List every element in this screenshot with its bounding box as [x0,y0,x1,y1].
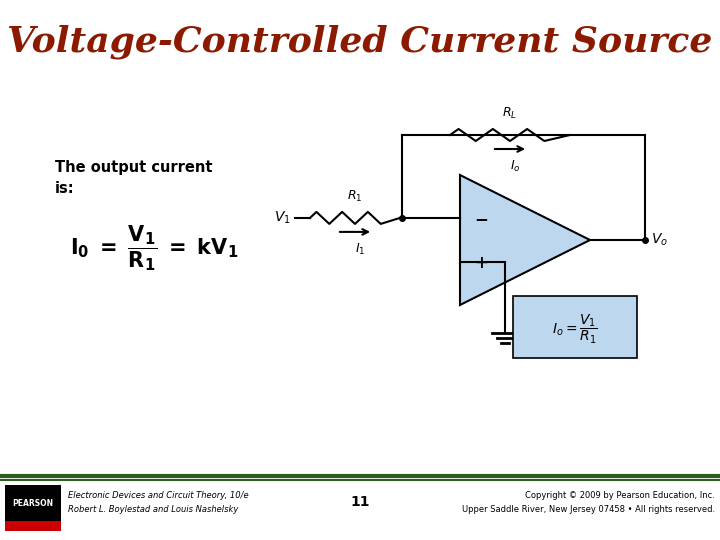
Text: $V_o$: $V_o$ [651,232,668,248]
Text: The output current
is:: The output current is: [55,160,212,196]
Text: $R_L$: $R_L$ [503,106,518,121]
Text: $V_1$: $V_1$ [274,210,291,226]
Bar [5,521,61,531]
Text: −: − [474,210,488,228]
Text: Copyright © 2009 by Pearson Education, Inc.: Copyright © 2009 by Pearson Education, I… [525,490,715,500]
Text: 11: 11 [350,495,370,509]
Text: Electronic Devices and Circuit Theory, 10/e: Electronic Devices and Circuit Theory, 1… [68,490,248,500]
Text: PEARSON: PEARSON [12,498,53,508]
Text: $\mathbf{I_0\ =\ \dfrac{V_1}{R_1}\ =\ kV_1}$: $\mathbf{I_0\ =\ \dfrac{V_1}{R_1}\ =\ kV… [70,223,238,273]
Polygon shape [460,175,590,305]
Text: $R_1$: $R_1$ [347,189,363,204]
Text: Voltage-Controlled Current Source: Voltage-Controlled Current Source [7,25,713,59]
Bar [5,485,61,531]
Text: $I_o = \dfrac{V_1}{R_1}$: $I_o = \dfrac{V_1}{R_1}$ [552,313,598,346]
Text: $I_o$: $I_o$ [510,159,521,174]
Text: Upper Saddle River, New Jersey 07458 • All rights reserved.: Upper Saddle River, New Jersey 07458 • A… [462,504,715,514]
Text: $I_1$: $I_1$ [355,242,365,257]
Text: +: + [474,254,488,272]
FancyBboxPatch shape [513,296,637,358]
Text: Robert L. Boylestad and Louis Nashelsky: Robert L. Boylestad and Louis Nashelsky [68,504,238,514]
